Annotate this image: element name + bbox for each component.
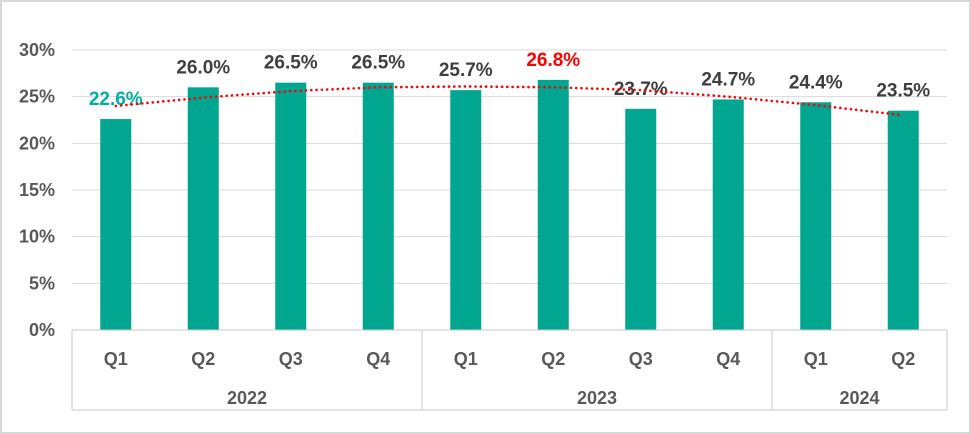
data-label: 26.8% <box>526 50 580 71</box>
data-label: 26.5% <box>351 53 405 74</box>
quarter-label: Q2 <box>541 349 565 369</box>
bar <box>187 87 219 330</box>
bar <box>537 79 569 330</box>
quarter-label: Q1 <box>804 349 828 369</box>
bar <box>362 82 394 331</box>
y-axis-tick-label: 25% <box>19 87 55 107</box>
quarter-label: Q2 <box>891 349 915 369</box>
bar <box>275 82 307 331</box>
y-axis-tick-label: 15% <box>19 180 55 200</box>
y-axis-tick-label: 5% <box>29 273 55 293</box>
quarter-label: Q3 <box>279 349 303 369</box>
quarter-label: Q3 <box>629 349 653 369</box>
quarter-label: Q4 <box>716 349 740 369</box>
quarter-label: Q4 <box>366 349 390 369</box>
data-label: 26.0% <box>176 57 230 78</box>
y-axis-tick-label: 0% <box>29 320 55 340</box>
bar <box>450 90 482 330</box>
data-label: 23.5% <box>876 81 930 102</box>
quarter-label: Q1 <box>454 349 478 369</box>
data-label: 25.7% <box>439 60 493 81</box>
bar <box>100 119 132 330</box>
data-label: 24.4% <box>789 72 843 93</box>
bar <box>800 102 832 331</box>
quarter-label: Q2 <box>191 349 215 369</box>
bar <box>625 108 657 330</box>
year-label: 2024 <box>839 388 879 408</box>
data-label: 26.5% <box>264 53 318 74</box>
data-label: 24.7% <box>701 69 755 90</box>
trendline <box>114 85 905 117</box>
bar <box>887 110 919 331</box>
quarter-label: Q1 <box>104 349 128 369</box>
year-label: 2022 <box>227 388 267 408</box>
bar <box>712 99 744 330</box>
year-label: 2023 <box>577 388 617 408</box>
y-axis-tick-label: 20% <box>19 133 55 153</box>
y-axis-tick-label: 30% <box>19 40 55 60</box>
data-label: 22.6% <box>89 89 143 110</box>
y-axis-tick-label: 10% <box>19 227 55 247</box>
